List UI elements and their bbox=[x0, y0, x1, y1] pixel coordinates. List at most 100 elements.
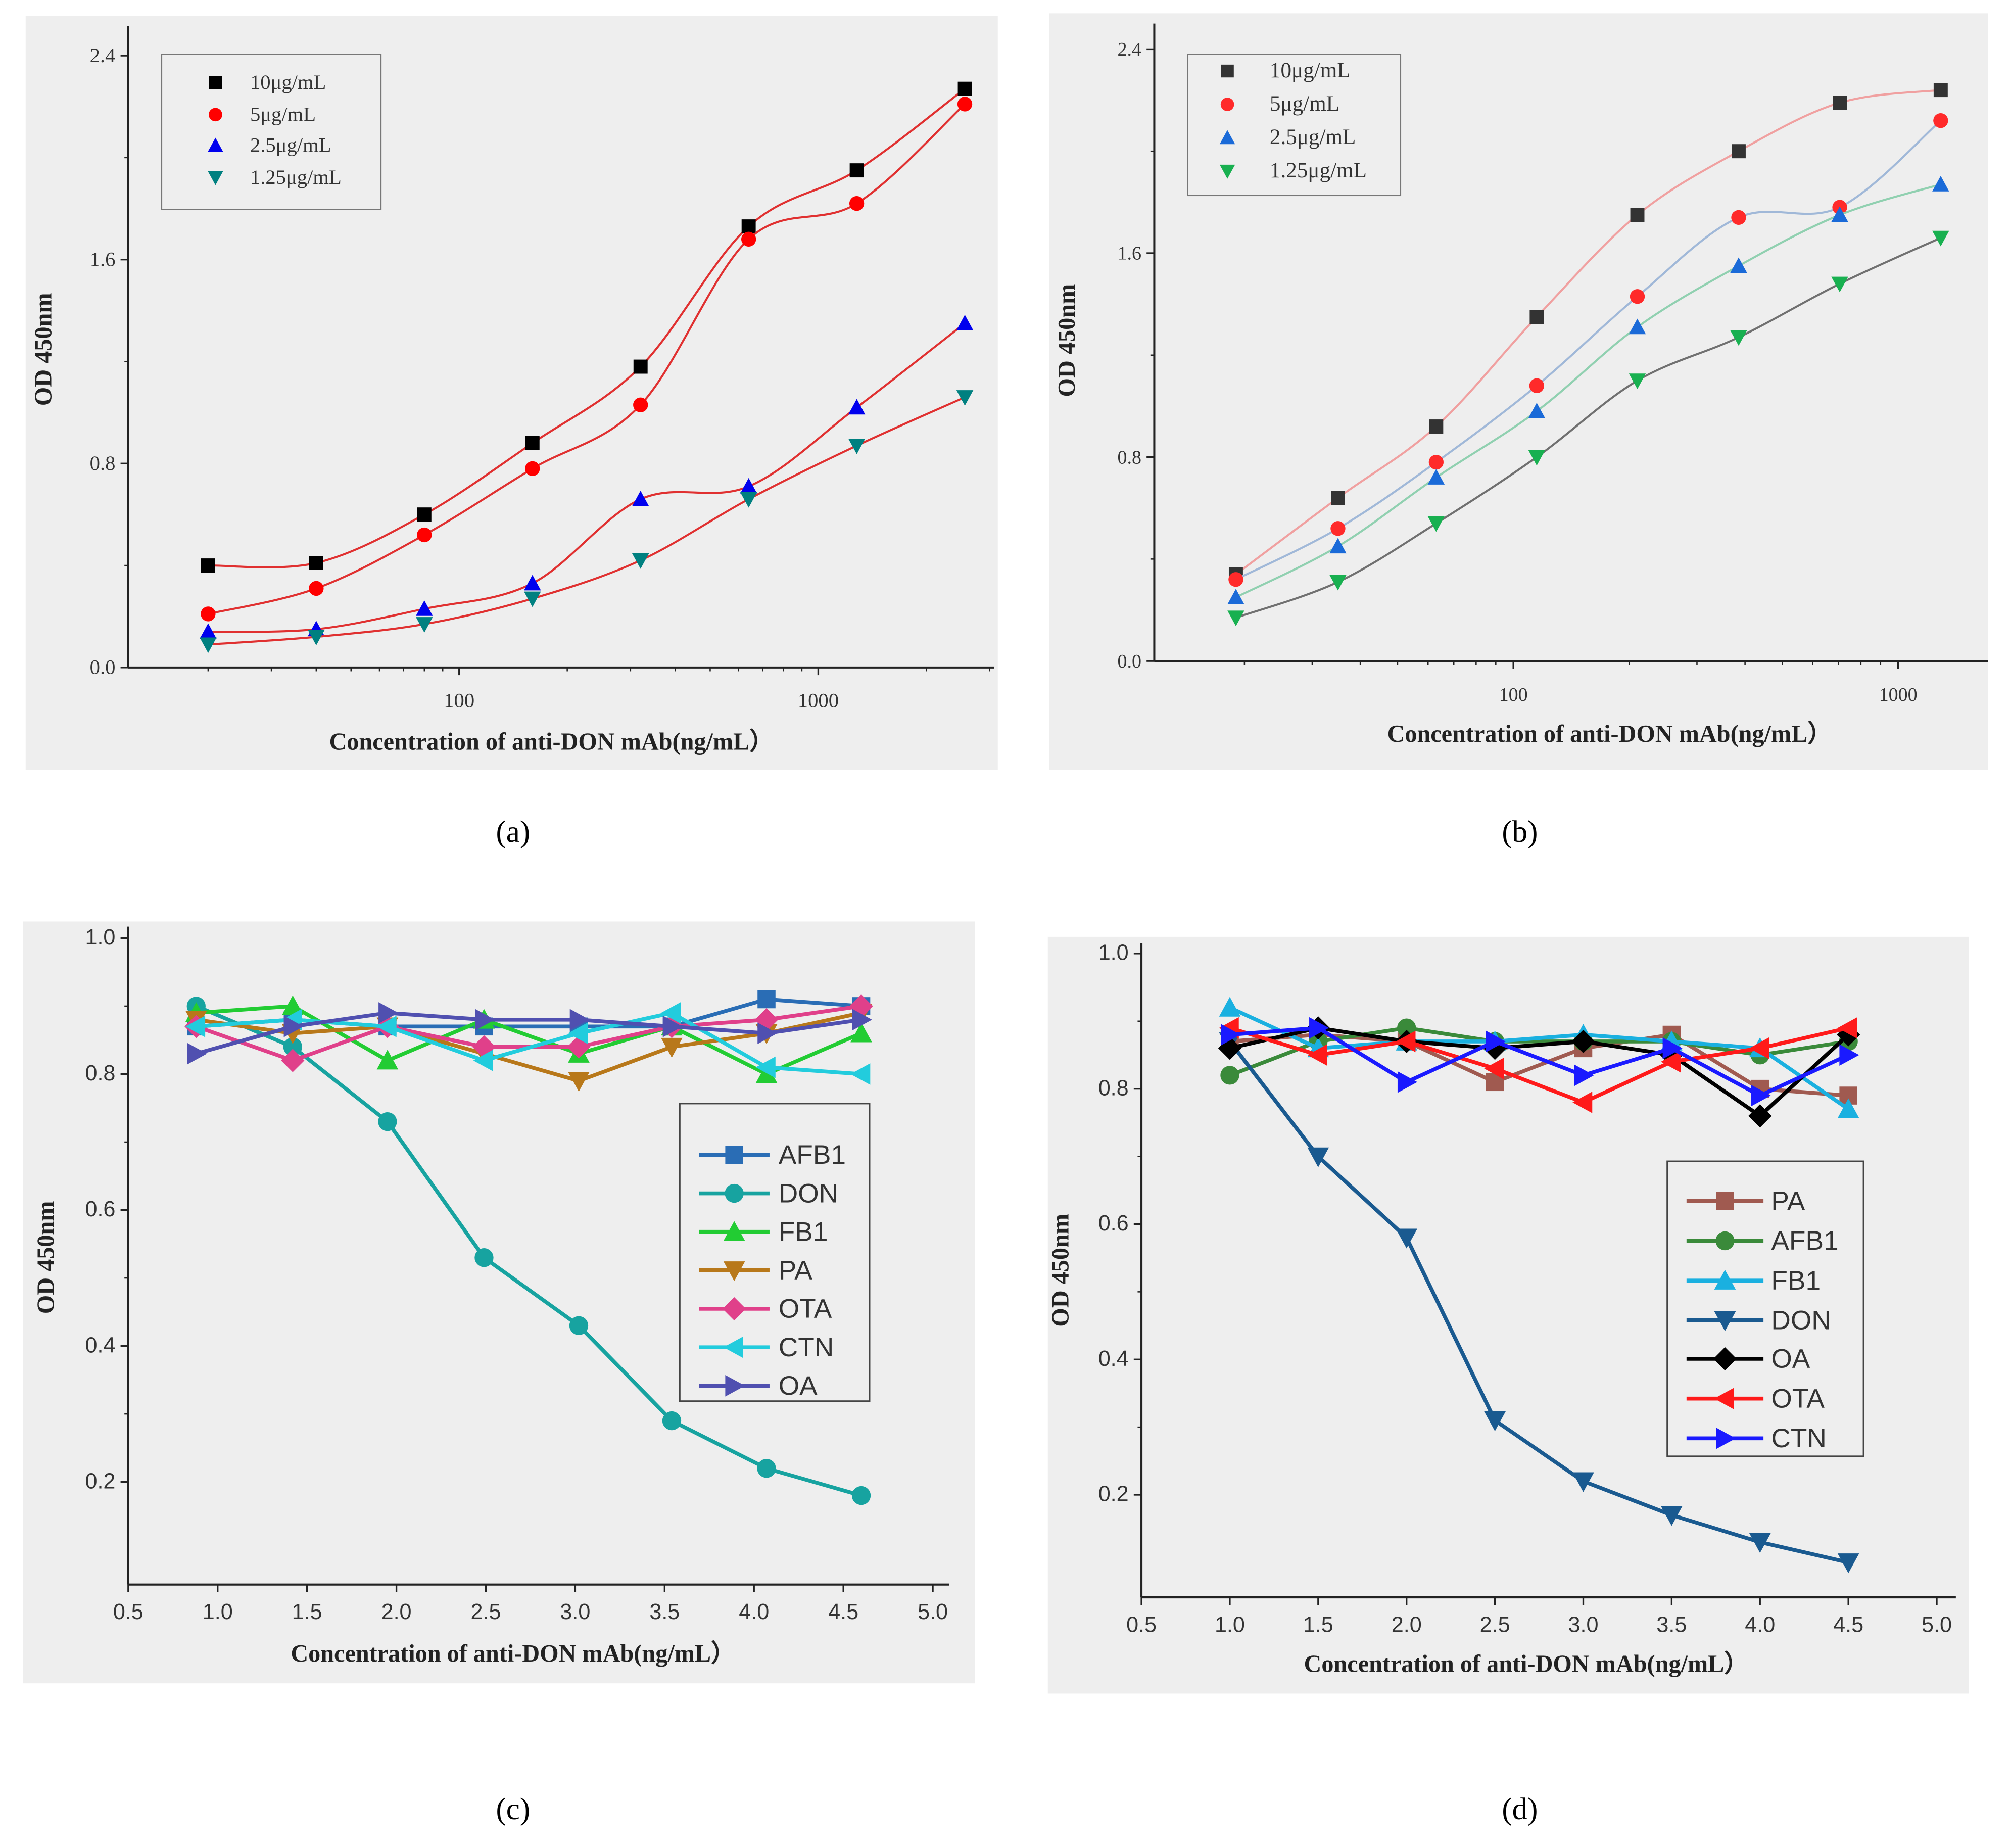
legend-label: 2.5μg/mL bbox=[1270, 125, 1356, 149]
data-point bbox=[1572, 1472, 1594, 1492]
legend-item: 2.5μg/mL bbox=[208, 133, 331, 156]
series-line bbox=[1228, 1040, 1849, 1565]
legend-label: 5μg/mL bbox=[1270, 92, 1339, 116]
data-point bbox=[281, 1049, 305, 1072]
data-point bbox=[472, 1035, 496, 1059]
x-tick-label: 2.5 bbox=[1480, 1613, 1510, 1637]
fit-curve bbox=[1235, 183, 1941, 598]
series-1.25gml bbox=[1227, 230, 1949, 627]
data-point bbox=[201, 606, 216, 622]
legend-item: DON bbox=[699, 1178, 838, 1208]
legend-marker bbox=[208, 171, 223, 185]
data-point bbox=[1329, 538, 1347, 554]
legend-marker bbox=[1219, 164, 1235, 179]
legend-item: OTA bbox=[1686, 1384, 1825, 1413]
x-tick-label: 4.0 bbox=[1745, 1613, 1775, 1637]
legend-label: 5μg/mL bbox=[250, 103, 316, 126]
fit-curve bbox=[1235, 120, 1942, 581]
data-point bbox=[1528, 403, 1546, 418]
data-point bbox=[525, 436, 540, 450]
legend-item: PA bbox=[699, 1256, 812, 1286]
data-point bbox=[185, 1015, 206, 1037]
legend-marker bbox=[208, 137, 223, 152]
data-point bbox=[417, 507, 432, 522]
y-tick-label: 0.2 bbox=[1098, 1482, 1129, 1506]
data-point bbox=[848, 438, 866, 454]
data-point bbox=[633, 397, 648, 412]
data-point bbox=[757, 1022, 778, 1045]
legend-marker bbox=[1716, 1428, 1736, 1449]
data-point bbox=[1219, 997, 1241, 1017]
legend-label: PA bbox=[1771, 1187, 1805, 1216]
x-tick-label: 0.5 bbox=[113, 1600, 143, 1624]
series-ota bbox=[1219, 1017, 1857, 1113]
data-point bbox=[757, 990, 776, 1009]
series-1.25gml bbox=[200, 390, 974, 653]
y-tick-label: 1.0 bbox=[1098, 941, 1129, 965]
panel-caption: (d) bbox=[1502, 1792, 1538, 1826]
data-point bbox=[1227, 589, 1244, 604]
legend-item: 2.5μg/mL bbox=[1219, 125, 1356, 149]
legend-marker bbox=[1714, 1311, 1736, 1332]
data-point bbox=[1572, 1092, 1593, 1113]
data-point bbox=[1837, 1098, 1859, 1118]
data-point bbox=[569, 1316, 589, 1335]
series-line bbox=[196, 1011, 862, 1056]
data-point bbox=[1397, 1071, 1418, 1093]
data-point bbox=[568, 1022, 588, 1045]
legend-marker bbox=[1714, 1388, 1734, 1409]
legend-label: CTN bbox=[779, 1333, 834, 1362]
data-point bbox=[1730, 330, 1747, 346]
data-point bbox=[474, 1248, 494, 1267]
data-point bbox=[1429, 419, 1444, 434]
legend-label: DON bbox=[779, 1178, 838, 1208]
data-point bbox=[852, 1009, 872, 1031]
data-point bbox=[1227, 610, 1244, 627]
x-tick-label: 1.5 bbox=[292, 1600, 322, 1624]
fit-curve bbox=[208, 396, 966, 646]
data-point bbox=[417, 527, 432, 543]
x-axis-title: Concentration of anti-DON mAb(ng/mL） bbox=[1387, 721, 1832, 747]
legend-item: OA bbox=[699, 1371, 818, 1401]
data-point bbox=[1427, 516, 1445, 532]
legend-item: 5μg/mL bbox=[209, 103, 316, 126]
legend-label: DON bbox=[1771, 1306, 1831, 1336]
data-point bbox=[1396, 1228, 1418, 1249]
series-line bbox=[1229, 1006, 1850, 1111]
x-tick-label: 1000 bbox=[1879, 684, 1918, 705]
legend-marker bbox=[723, 1336, 743, 1358]
data-point bbox=[283, 1015, 304, 1037]
data-point bbox=[740, 492, 757, 508]
legend-label: FB1 bbox=[779, 1217, 828, 1247]
data-point bbox=[1486, 1030, 1506, 1053]
data-point bbox=[416, 617, 433, 633]
legend-item: 1.25μg/mL bbox=[1219, 159, 1367, 182]
x-axis-title: Concentration of anti-DON mAb(ng/mL） bbox=[291, 1640, 735, 1667]
legend: 10μg/mL 5μg/mL 2.5μg/mL 1.25μg/mL bbox=[1187, 54, 1402, 197]
data-point bbox=[376, 1050, 399, 1070]
legend-marker bbox=[209, 108, 222, 122]
data-point bbox=[1749, 1037, 1769, 1059]
data-point bbox=[568, 1072, 590, 1092]
fit-curve bbox=[1235, 89, 1941, 576]
data-point bbox=[1228, 572, 1243, 587]
x-tick-label: 3.5 bbox=[649, 1600, 680, 1624]
legend-label: PA bbox=[779, 1256, 813, 1286]
legend-marker bbox=[209, 76, 222, 89]
fit-curve bbox=[208, 103, 966, 615]
fit-curve bbox=[208, 88, 966, 568]
series-line bbox=[1229, 1026, 1849, 1098]
series-ctn bbox=[185, 1002, 871, 1085]
data-point bbox=[850, 1022, 872, 1043]
legend-label: AFB1 bbox=[1771, 1226, 1838, 1256]
y-tick-label: 0.8 bbox=[1117, 447, 1141, 468]
legend-label: OTA bbox=[1771, 1384, 1825, 1413]
legend-item: CTN bbox=[1686, 1424, 1827, 1453]
legend-marker bbox=[1221, 64, 1234, 78]
data-point bbox=[187, 1043, 207, 1065]
data-point bbox=[662, 1015, 683, 1037]
data-point bbox=[662, 1411, 682, 1431]
panel-caption: (a) bbox=[496, 815, 531, 849]
data-point bbox=[741, 231, 756, 247]
data-point bbox=[1307, 1044, 1327, 1066]
